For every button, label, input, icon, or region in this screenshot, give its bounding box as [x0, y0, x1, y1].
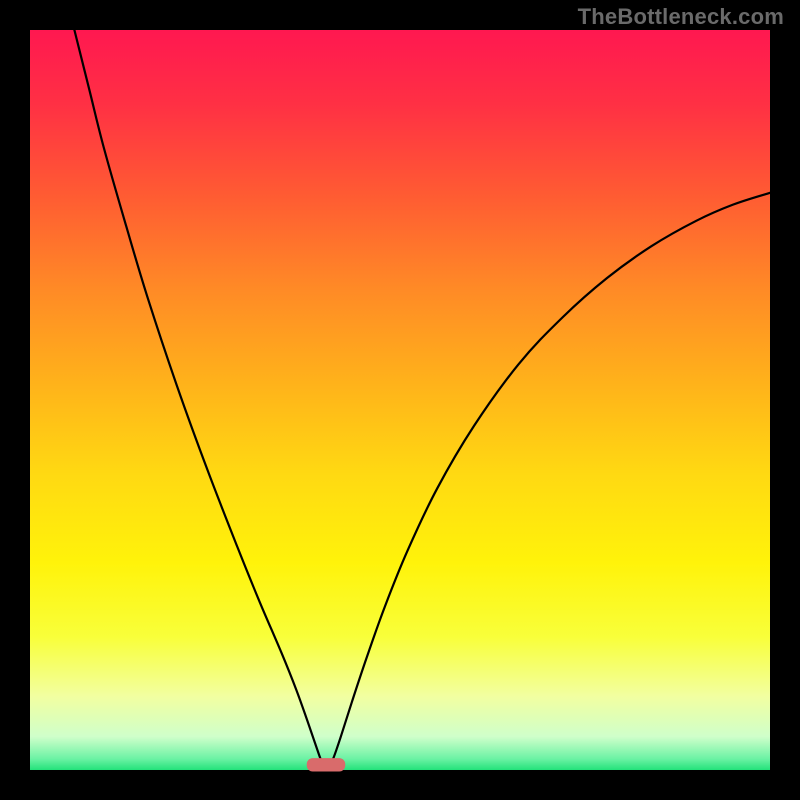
bottleneck-curve-chart	[0, 0, 800, 800]
optimal-point-marker	[307, 758, 345, 771]
watermark-text: TheBottleneck.com	[578, 4, 784, 30]
plot-background	[30, 30, 770, 770]
chart-container: TheBottleneck.com	[0, 0, 800, 800]
